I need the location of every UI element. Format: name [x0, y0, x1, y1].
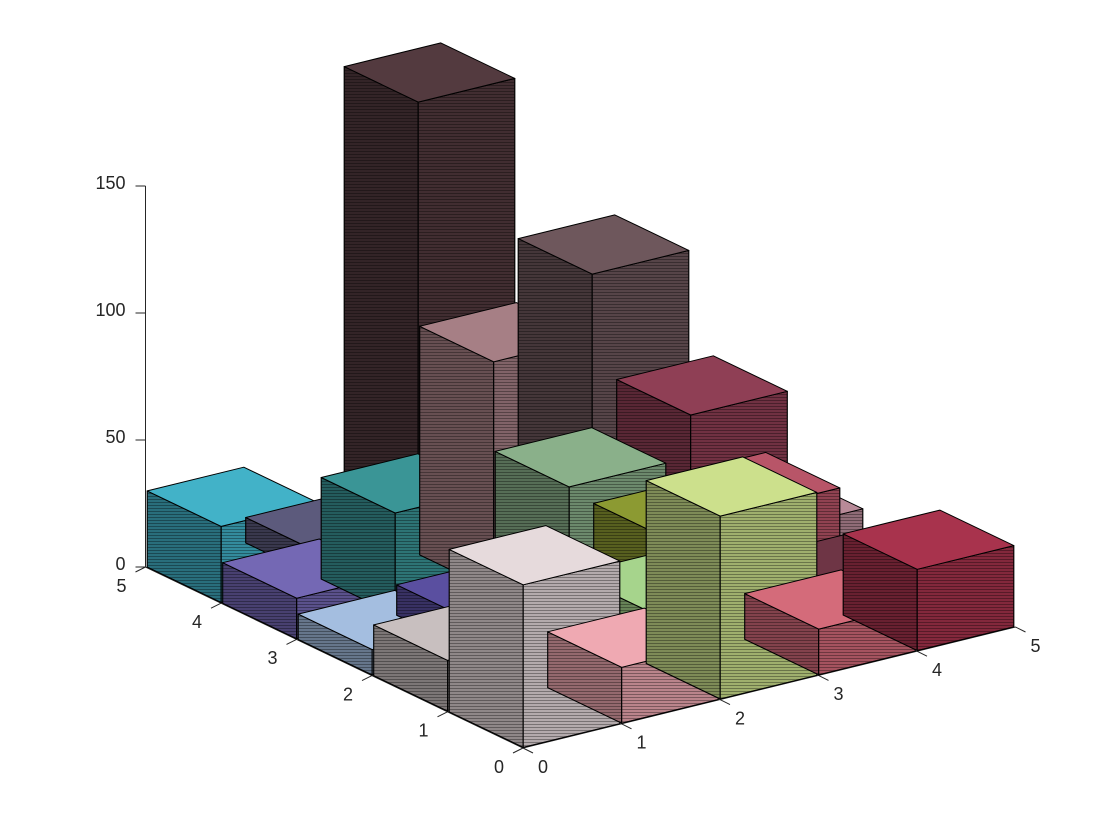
y-tick-label: 2	[343, 684, 353, 704]
bar-top-face	[517, 214, 690, 275]
x-tick	[1015, 626, 1026, 633]
x-tick-label: 3	[833, 684, 843, 704]
y-tick-label: 1	[418, 721, 428, 741]
y-axis-line	[145, 566, 524, 749]
y-tick	[210, 602, 222, 609]
x-tick	[719, 699, 731, 706]
y-tick	[437, 711, 448, 718]
bar-top-face	[448, 525, 621, 586]
x-tick	[621, 723, 632, 730]
x-tick-label: 0	[538, 757, 548, 777]
bars-group	[146, 42, 1015, 748]
bar	[645, 456, 818, 700]
axes-group	[135, 185, 1026, 754]
x-tick-label: 5	[1030, 636, 1040, 656]
y-tick	[512, 747, 524, 754]
y-tick-label: 4	[192, 612, 202, 632]
z-tick-label: 50	[105, 427, 125, 447]
bar	[448, 525, 621, 748]
bar-top-face	[616, 355, 788, 416]
bar-top-face	[645, 456, 818, 517]
x-tick	[522, 747, 534, 754]
z-tick-label: 100	[95, 300, 125, 320]
y-tick	[361, 675, 373, 682]
bar-top-face	[842, 509, 1015, 570]
x-tick-label: 4	[932, 660, 942, 680]
x-tick-label: 2	[735, 708, 745, 728]
x-axis-line	[522, 626, 1016, 749]
x-tick	[916, 650, 928, 657]
y-tick-label: 3	[267, 648, 277, 668]
z-tick-label: 0	[115, 554, 125, 574]
y-tick	[286, 638, 297, 645]
bar-top-face	[494, 427, 667, 488]
bar-left-stripes	[645, 480, 721, 700]
bar-top-face	[343, 42, 516, 103]
z-tick-label: 150	[95, 173, 125, 193]
bar	[842, 509, 1015, 652]
y-tick	[135, 566, 146, 573]
x-tick	[818, 674, 829, 681]
y-tick-label: 5	[116, 576, 126, 596]
x-tick-label: 1	[636, 733, 646, 753]
y-tick-label: 0	[494, 757, 504, 777]
